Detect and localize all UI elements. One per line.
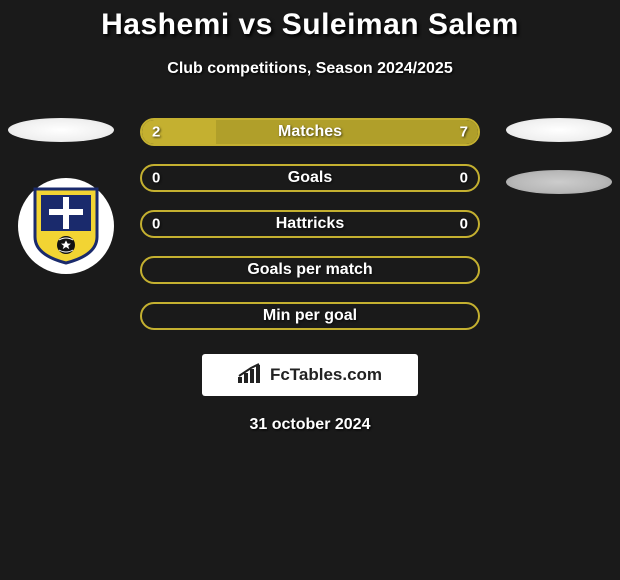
stat-value-left: 2 <box>152 124 160 141</box>
player-right-avatar-placeholder <box>506 118 612 142</box>
branding-text: FcTables.com <box>270 365 382 385</box>
stat-label: Hattricks <box>276 215 344 233</box>
stat-label: Matches <box>278 123 342 141</box>
stat-row: 2 7 Matches <box>140 118 480 146</box>
stat-row: 0 0 Goals <box>140 164 480 192</box>
club-left-badge <box>18 178 114 274</box>
branding-badge[interactable]: FcTables.com <box>202 354 418 396</box>
club-right-badge-placeholder <box>506 170 612 194</box>
stat-label: Goals per match <box>247 261 372 279</box>
bars-icon <box>238 363 264 388</box>
stat-label: Min per goal <box>263 307 357 325</box>
page-title: Hashemi vs Suleiman Salem <box>0 8 620 42</box>
stat-fill-right <box>216 120 478 144</box>
stat-row: Goals per match <box>140 256 480 284</box>
stat-value-left: 0 <box>152 216 160 233</box>
stat-row: 0 0 Hattricks <box>140 210 480 238</box>
stat-label: Goals <box>288 169 332 187</box>
comparison-card: Hashemi vs Suleiman Salem Club competiti… <box>0 0 620 434</box>
stat-rows: 2 7 Matches 0 0 Goals 0 0 Hattricks Goals per mat… <box>140 118 480 330</box>
stat-row: Min per goal <box>140 302 480 330</box>
stat-value-right: 0 <box>460 170 468 187</box>
club-crest-icon <box>33 187 99 265</box>
stat-value-right: 7 <box>460 124 468 141</box>
stats-area: 2 7 Matches 0 0 Goals 0 0 Hattricks Goals per mat… <box>0 118 620 330</box>
date-text: 31 october 2024 <box>0 416 620 434</box>
stat-value-right: 0 <box>460 216 468 233</box>
player-left-avatar-placeholder <box>8 118 114 142</box>
subtitle: Club competitions, Season 2024/2025 <box>0 60 620 78</box>
stat-value-left: 0 <box>152 170 160 187</box>
